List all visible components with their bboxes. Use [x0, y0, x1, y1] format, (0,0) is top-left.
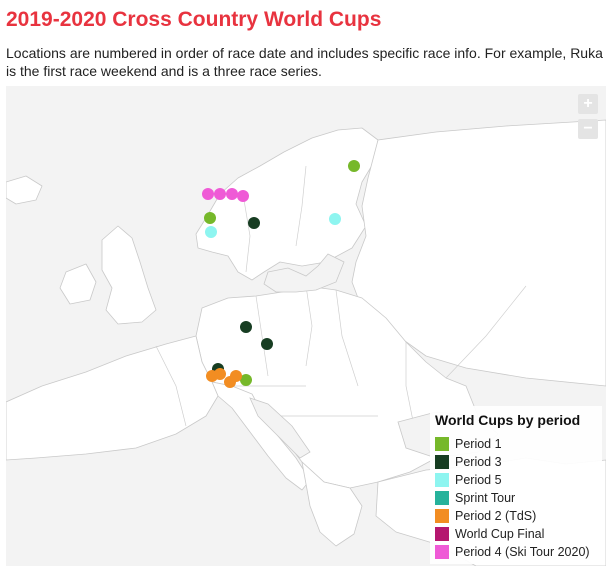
iceland-land	[6, 175, 43, 205]
race-locations[interactable]	[202, 160, 360, 388]
race-location-marker[interactable]	[205, 226, 217, 238]
legend-swatch	[435, 437, 449, 451]
race-location-marker[interactable]	[248, 217, 260, 229]
race-location-marker[interactable]	[214, 188, 226, 200]
europe-map[interactable]: + − World Cups by period Period 1 Period…	[6, 86, 606, 566]
legend-label: World Cup Final	[455, 527, 545, 541]
legend-label: Period 4 (Ski Tour 2020)	[455, 545, 590, 559]
legend-swatch	[435, 509, 449, 523]
legend: World Cups by period Period 1 Period 3 P…	[430, 406, 602, 564]
race-location-marker[interactable]	[261, 338, 273, 350]
legend-label: Period 5	[455, 473, 502, 487]
race-location-marker[interactable]	[237, 190, 249, 202]
race-location-marker[interactable]	[226, 188, 238, 200]
legend-title: World Cups by period	[435, 412, 581, 428]
zoom-in-button[interactable]: +	[578, 94, 598, 114]
legend-swatch	[435, 455, 449, 469]
race-location-marker[interactable]	[204, 212, 216, 224]
baltic-sea	[263, 253, 345, 293]
map-description: Locations are numbered in order of race …	[6, 45, 603, 79]
race-location-marker[interactable]	[240, 374, 252, 386]
zoom-out-button[interactable]: −	[578, 119, 598, 139]
scandinavia-land	[195, 127, 379, 281]
adriatic-sea	[249, 397, 311, 459]
legend-swatch	[435, 473, 449, 487]
balkans-land	[301, 461, 363, 547]
legend-label: Sprint Tour	[455, 491, 516, 505]
legend-label: Period 3	[455, 455, 502, 469]
uk-land	[101, 225, 157, 325]
legend-label: Period 1	[455, 437, 502, 451]
legend-swatch	[435, 545, 449, 559]
race-location-marker[interactable]	[202, 188, 214, 200]
ireland-land	[59, 263, 97, 305]
map-title: 2019-2020 Cross Country World Cups	[6, 8, 382, 31]
race-location-marker[interactable]	[230, 370, 242, 382]
legend-swatch	[435, 491, 449, 505]
race-location-marker[interactable]	[214, 368, 226, 380]
legend-swatch	[435, 527, 449, 541]
race-location-marker[interactable]	[329, 213, 341, 225]
race-location-marker[interactable]	[348, 160, 360, 172]
race-location-marker[interactable]	[240, 321, 252, 333]
west-land	[6, 335, 219, 461]
legend-label: Period 2 (TdS)	[455, 509, 537, 523]
